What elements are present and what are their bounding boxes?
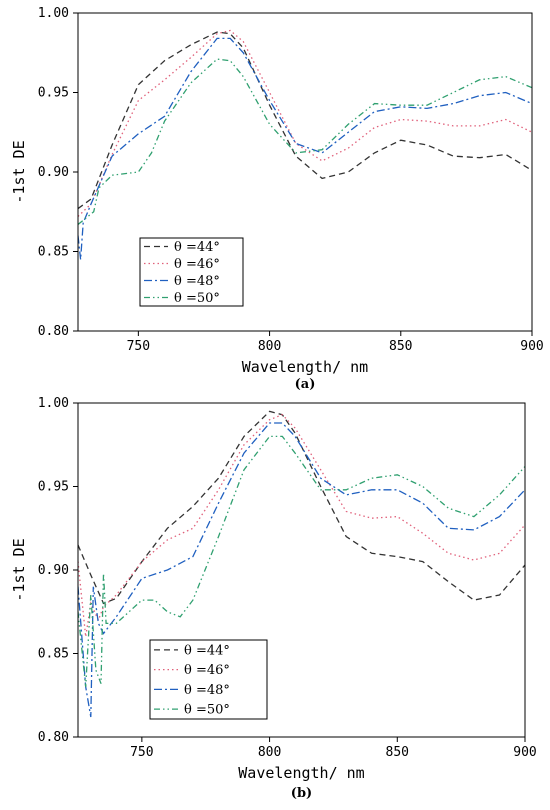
- legend: θ =44° θ =46° θ =48° θ =50°: [139, 237, 244, 307]
- y-tick-label: 1.00: [38, 396, 69, 411]
- legend-label-3: θ =48°: [184, 683, 230, 698]
- panel-caption: (a): [295, 377, 316, 392]
- x-tick-label: 750: [130, 745, 153, 760]
- legend-box: [139, 237, 244, 307]
- legend-label-1: θ =44°: [174, 240, 220, 255]
- series-group: [78, 410, 525, 718]
- y-tick-label: 0.95: [38, 86, 69, 101]
- series-line-3: [78, 422, 525, 718]
- legend-label-1: θ =44°: [184, 643, 230, 658]
- x-tick-label: 850: [386, 745, 409, 760]
- panel-a: 750 800 850 900 0.80 0.85 0.90 0.95 1.00 Waveleng…: [10, 6, 544, 392]
- y-tick-label: 1.00: [38, 6, 69, 21]
- x-tick-label: 900: [513, 745, 536, 760]
- legend: θ =44° θ =46° θ =48° θ =50°: [149, 639, 268, 720]
- series-line-1: [78, 31, 532, 210]
- y-tick-label: 0.90: [38, 563, 69, 578]
- series-line-1: [78, 410, 525, 605]
- legend-label-2: θ =46°: [184, 663, 230, 678]
- x-tick-label: 800: [258, 745, 281, 760]
- y-tick-label: 0.90: [38, 165, 69, 180]
- series-line-4: [78, 58, 532, 226]
- series-line-2: [78, 29, 532, 217]
- y-tick-label: 0.95: [38, 480, 69, 495]
- y-axis-label: -1st DE: [10, 140, 28, 203]
- legend-label-2: θ =46°: [174, 257, 220, 272]
- y-tick-label: 0.80: [38, 730, 69, 745]
- y-tick-label: 0.85: [38, 647, 69, 662]
- x-axis-label: Wavelength/ nm: [238, 764, 364, 782]
- x-axis-label: Wavelength/ nm: [242, 358, 368, 376]
- series-line-2: [78, 413, 525, 637]
- legend-label-4: θ =50°: [174, 291, 220, 306]
- panel-caption: (b): [291, 786, 312, 801]
- series-group: [78, 29, 532, 260]
- x-tick-label: 750: [127, 339, 150, 354]
- legend-box: [149, 639, 268, 720]
- y-axis-label: -1st DE: [10, 538, 28, 601]
- legend-label-3: θ =48°: [174, 274, 220, 289]
- legend-label-4: θ =50°: [184, 703, 230, 718]
- series-line-4: [78, 435, 525, 687]
- series-line-3: [78, 37, 532, 260]
- y-tick-label: 0.85: [38, 245, 69, 260]
- panel-b: 750 800 850 900 0.80 0.85 0.90 0.95 1.00 Waveleng…: [10, 396, 537, 801]
- y-tick-label: 0.80: [38, 324, 69, 339]
- x-tick-label: 850: [389, 339, 412, 354]
- x-tick-label: 900: [520, 339, 543, 354]
- x-tick-label: 800: [258, 339, 281, 354]
- plot-frame: [77, 402, 526, 738]
